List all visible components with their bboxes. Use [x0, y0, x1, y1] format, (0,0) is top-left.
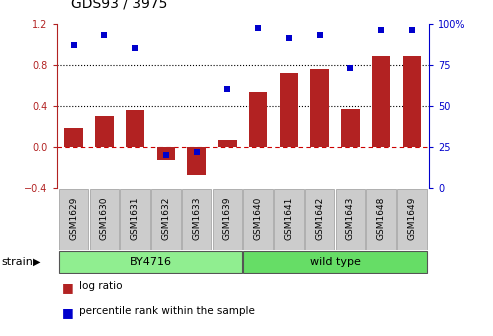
Bar: [187, 147, 206, 175]
FancyBboxPatch shape: [366, 189, 396, 250]
Text: GSM1648: GSM1648: [377, 196, 386, 240]
FancyBboxPatch shape: [212, 189, 242, 250]
FancyBboxPatch shape: [397, 189, 427, 250]
Point: [193, 149, 201, 155]
Bar: [157, 147, 175, 160]
Text: GSM1642: GSM1642: [315, 196, 324, 240]
Text: ▶: ▶: [33, 257, 41, 267]
Text: BY4716: BY4716: [130, 257, 172, 267]
FancyBboxPatch shape: [59, 251, 242, 274]
Point: [223, 87, 231, 92]
Text: GSM1639: GSM1639: [223, 196, 232, 240]
FancyBboxPatch shape: [90, 189, 119, 250]
Text: GSM1640: GSM1640: [254, 196, 263, 240]
FancyBboxPatch shape: [59, 189, 88, 250]
FancyBboxPatch shape: [336, 189, 365, 250]
Point: [70, 42, 77, 48]
FancyBboxPatch shape: [151, 189, 180, 250]
Text: ■: ■: [62, 306, 73, 319]
Text: log ratio: log ratio: [79, 281, 122, 291]
Bar: [249, 92, 267, 147]
Point: [377, 28, 385, 33]
FancyBboxPatch shape: [274, 189, 304, 250]
Point: [285, 36, 293, 41]
Bar: [218, 140, 237, 147]
Bar: [372, 56, 390, 147]
Text: GSM1631: GSM1631: [131, 196, 140, 240]
Text: percentile rank within the sample: percentile rank within the sample: [79, 306, 255, 316]
Text: GSM1649: GSM1649: [408, 196, 417, 240]
Bar: [126, 110, 144, 147]
Text: GDS93 / 3975: GDS93 / 3975: [71, 0, 168, 10]
Bar: [341, 109, 360, 147]
FancyBboxPatch shape: [120, 189, 150, 250]
Bar: [95, 116, 113, 147]
FancyBboxPatch shape: [244, 251, 427, 274]
Text: GSM1643: GSM1643: [346, 196, 355, 240]
Text: GSM1632: GSM1632: [161, 196, 171, 240]
Text: GSM1641: GSM1641: [284, 196, 293, 240]
Text: ■: ■: [62, 281, 73, 294]
FancyBboxPatch shape: [305, 189, 334, 250]
Point: [254, 26, 262, 31]
Point: [316, 32, 323, 38]
Bar: [403, 56, 421, 147]
Bar: [65, 128, 83, 147]
Point: [101, 32, 108, 38]
Point: [162, 153, 170, 158]
Point: [131, 46, 139, 51]
Text: strain: strain: [1, 257, 33, 267]
FancyBboxPatch shape: [182, 189, 211, 250]
Bar: [280, 73, 298, 147]
Bar: [311, 69, 329, 147]
Text: wild type: wild type: [310, 257, 360, 267]
Point: [347, 65, 354, 71]
Text: GSM1629: GSM1629: [69, 196, 78, 240]
Text: GSM1633: GSM1633: [192, 196, 201, 240]
Text: GSM1630: GSM1630: [100, 196, 109, 240]
Point: [408, 28, 416, 33]
FancyBboxPatch shape: [244, 189, 273, 250]
